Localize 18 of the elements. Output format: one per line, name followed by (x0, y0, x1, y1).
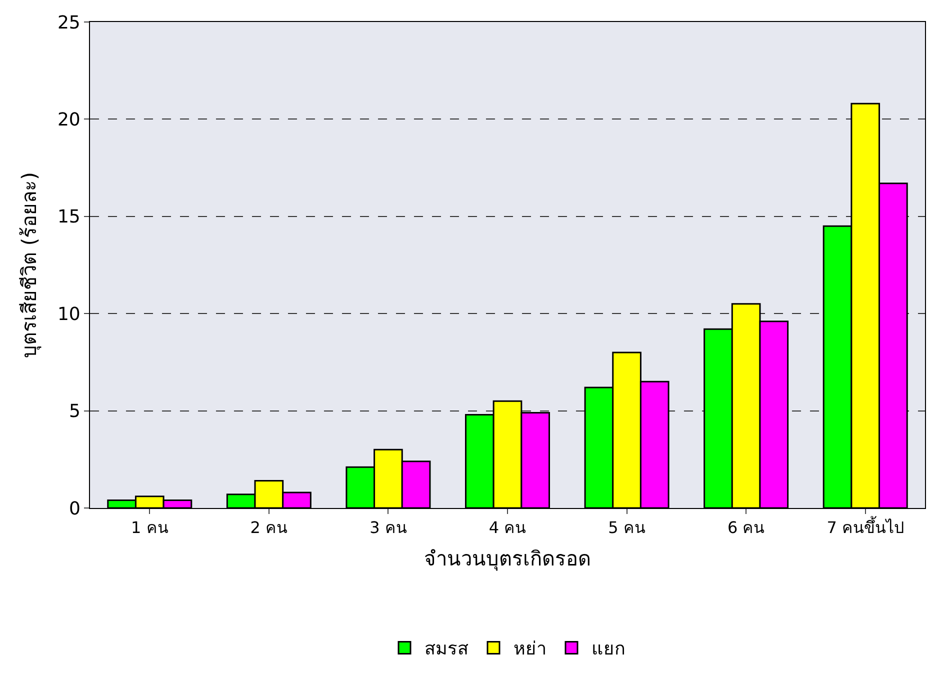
legend-label: แยก (592, 638, 626, 660)
y-tick-label: 20 (57, 110, 80, 130)
x-tick-label: 3 คน (370, 518, 407, 538)
x-tick-label: 5 คน (608, 518, 646, 538)
x-tick-label: 1 คน (131, 518, 168, 538)
x-tick-label: 6 คน (727, 518, 765, 538)
legend-label: สมรส (424, 638, 468, 660)
legend-label: หย่า (514, 638, 546, 660)
y-tick-label: 0 (68, 498, 80, 520)
x-tick-label: 2 คน (250, 518, 288, 538)
x-axis-title: จำนวนบุตรเกิดรอด (424, 546, 591, 572)
y-tick-label: 25 (57, 12, 80, 34)
x-tick-label: 7 คนขึ้นไป (826, 516, 904, 538)
x-tick-label: 4 คน (488, 518, 526, 538)
y-axis-title: บุตรเสียชีวิต (ร้อยละ) (16, 172, 42, 358)
y-tick-label: 5 (68, 401, 80, 422)
y-tick-label: 15 (57, 206, 80, 228)
y-tick-label: 10 (57, 304, 80, 325)
